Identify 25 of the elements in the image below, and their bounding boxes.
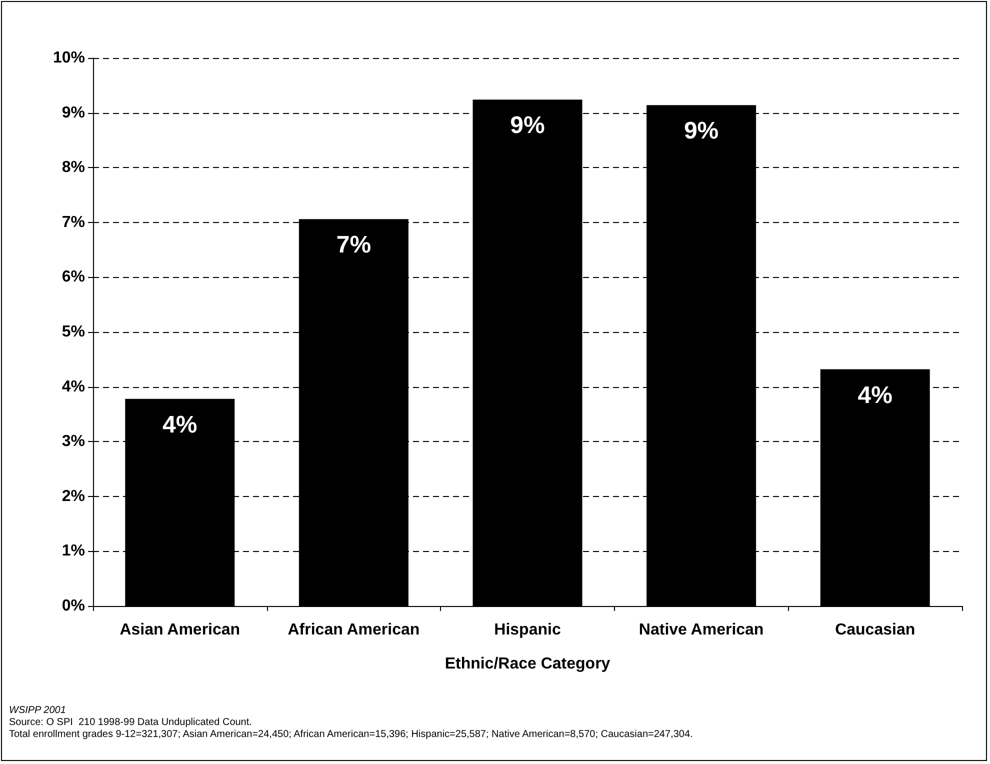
- x-tick-label: Caucasian: [835, 622, 916, 638]
- data-label: 4%: [162, 411, 198, 438]
- y-tick-label: 4%: [62, 378, 85, 396]
- y-tick-label: 2%: [62, 488, 85, 505]
- x-axis-title: Ethnic/Race Category: [444, 656, 610, 672]
- y-tick-label: 1%: [62, 542, 85, 560]
- text: WSIPP 2001: [9, 705, 67, 717]
- y-tick-label: 7%: [62, 214, 85, 231]
- y-tick-label: 8%: [62, 159, 85, 176]
- data-label: 4%: [858, 382, 892, 409]
- x-tick-label: Native American: [638, 622, 764, 638]
- data-label: 9%: [510, 112, 545, 140]
- x-tick-label: Asian American: [120, 622, 240, 638]
- y-tick-label: 3%: [62, 433, 85, 450]
- y-tick-label: 0%: [62, 598, 85, 614]
- source-note: Source: O SPI 210 1998-99 Data Unduplicated Count.: [9, 717, 253, 729]
- data-label: 7%: [336, 232, 372, 259]
- y-tick-label: 9%: [62, 104, 85, 122]
- y-tick-label: 6%: [62, 268, 85, 286]
- x-tick-label: African American: [288, 622, 420, 638]
- text: Total enrollment grades 9-12=321,307; Asian American=24,450; African American=15,396; Hispanic=25,587; Native American=8,570; Caucasian=247,304.: [9, 729, 693, 741]
- x-tick-label: Hispanic: [494, 622, 561, 638]
- data-label: 9%: [684, 118, 719, 145]
- y-tick-label: 5%: [62, 324, 85, 340]
- y-tick-label: 10%: [52, 50, 85, 66]
